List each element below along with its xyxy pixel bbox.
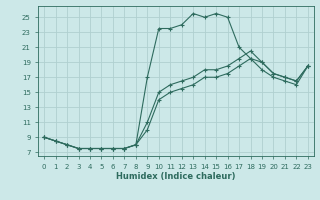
X-axis label: Humidex (Indice chaleur): Humidex (Indice chaleur) (116, 172, 236, 181)
